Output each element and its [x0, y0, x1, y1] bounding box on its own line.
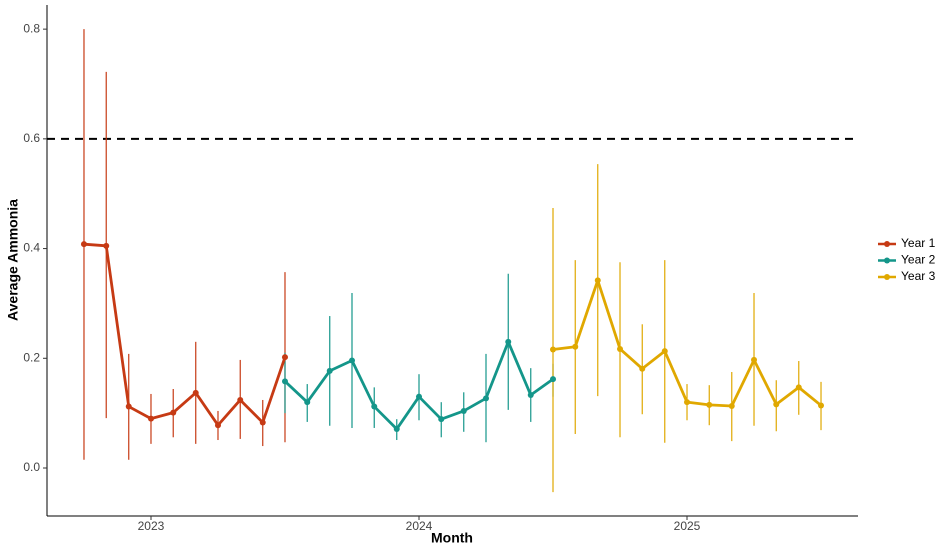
legend-marker: [884, 241, 890, 247]
point: [237, 396, 244, 403]
point: [550, 376, 557, 383]
point: [103, 242, 110, 249]
point: [214, 422, 221, 429]
y-tick-label: 0.0: [23, 460, 40, 474]
point: [415, 393, 422, 400]
point: [706, 401, 713, 408]
point: [259, 419, 266, 426]
y-tick-label: 0.6: [23, 131, 40, 145]
y-axis-title: Average Ammonia: [5, 199, 21, 321]
y-tick-label: 0.8: [23, 21, 40, 35]
series-line: [83, 242, 287, 427]
y-tick-label: 0.4: [23, 241, 40, 255]
point: [147, 415, 154, 422]
point: [170, 409, 177, 416]
point: [594, 277, 601, 284]
point: [371, 403, 378, 410]
x-axis-title: Month: [431, 530, 473, 546]
point: [125, 403, 132, 410]
point: [80, 241, 87, 248]
point: [684, 399, 691, 406]
point: [728, 403, 735, 410]
point: [281, 378, 288, 385]
x-tick-label: 2025: [674, 519, 701, 533]
point: [348, 357, 355, 364]
legend-label: Year 2: [901, 253, 936, 267]
point: [393, 426, 400, 433]
point: [460, 407, 467, 414]
legend-label: Year 3: [901, 269, 936, 283]
legend-label: Year 1: [901, 236, 936, 250]
point: [572, 343, 579, 350]
point: [818, 402, 825, 409]
point: [773, 401, 780, 408]
point: [751, 356, 758, 363]
point: [795, 384, 802, 391]
point: [438, 416, 445, 423]
point: [483, 395, 490, 402]
legend-marker: [884, 274, 890, 280]
point: [281, 354, 288, 361]
point: [639, 365, 646, 372]
point: [617, 345, 624, 352]
x-tick-label: 2024: [406, 519, 433, 533]
point: [661, 348, 668, 355]
legend-marker: [884, 257, 890, 264]
point: [527, 392, 534, 399]
point: [505, 338, 512, 345]
point: [192, 389, 199, 396]
y-tick-label: 0.2: [23, 350, 40, 364]
point: [326, 367, 333, 374]
point: [304, 399, 311, 406]
point: [550, 346, 557, 353]
x-tick-label: 2023: [138, 519, 165, 533]
